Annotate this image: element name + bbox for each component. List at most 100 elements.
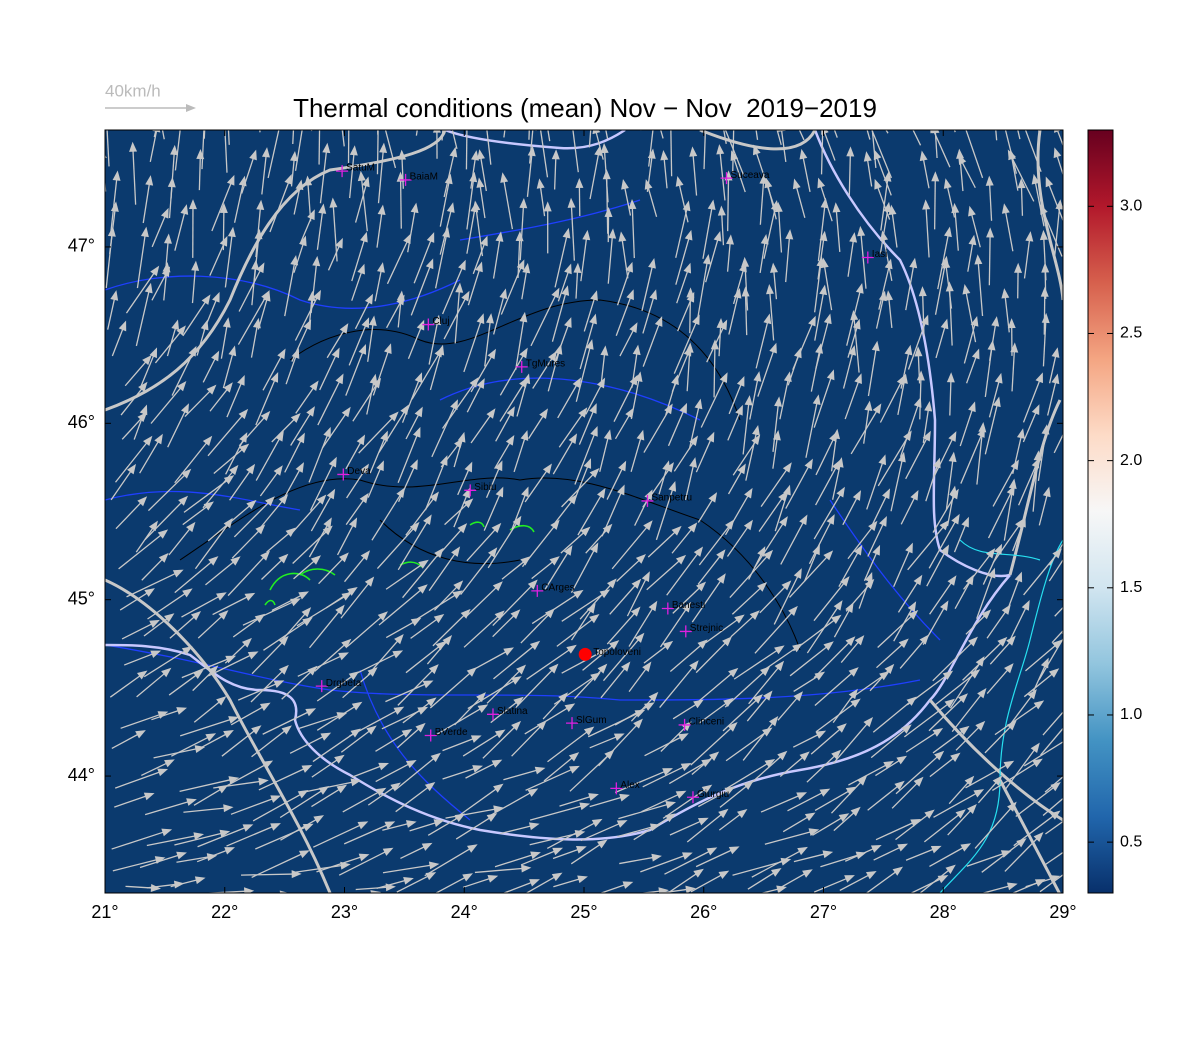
wind-arrow xyxy=(467,679,516,710)
wind-arrow-head xyxy=(741,256,750,268)
wind-arrow xyxy=(599,436,609,472)
wind-arrow xyxy=(628,667,648,693)
wind-arrow xyxy=(1076,239,1077,277)
wind-arrow xyxy=(472,242,486,275)
wind-arrow xyxy=(1011,350,1016,392)
wind-arrow xyxy=(163,269,168,301)
wind-arrow-head xyxy=(150,883,161,892)
wind-arrow-head xyxy=(521,486,529,498)
wind-arrow-head xyxy=(255,524,266,535)
wind-arrow-head xyxy=(1068,810,1078,819)
wind-arrow-head xyxy=(144,588,155,597)
wind-arrow-head xyxy=(852,490,862,501)
wind-arrow xyxy=(237,682,278,701)
wind-arrow xyxy=(367,467,382,498)
wind-arrow xyxy=(262,355,283,391)
wind-arrow-head xyxy=(276,115,284,126)
wind-arrow xyxy=(725,731,767,762)
wind-arrow-head xyxy=(774,660,785,672)
wind-arrow-head xyxy=(987,567,996,579)
wind-arrow xyxy=(722,699,758,732)
wind-arrow-head xyxy=(965,574,974,586)
wind-arrow xyxy=(772,404,779,452)
wind-arrow xyxy=(1038,494,1048,526)
wind-arrow xyxy=(202,357,217,383)
wind-arrow-head xyxy=(341,406,351,418)
wind-arrow-head xyxy=(628,199,637,210)
wind-arrow xyxy=(557,383,578,419)
wind-arrow-head xyxy=(377,204,386,216)
wind-arrow xyxy=(690,873,723,893)
wind-arrow xyxy=(847,526,874,560)
wind-arrow xyxy=(848,764,888,786)
wind-arrow-head xyxy=(660,150,669,161)
wind-arrow-head xyxy=(687,522,698,533)
wind-arrow xyxy=(147,473,187,512)
wind-arrow xyxy=(144,800,190,816)
wind-arrow-head xyxy=(644,489,653,501)
wind-arrow-head xyxy=(511,720,522,731)
wind-arrow xyxy=(463,320,482,373)
wind-arrow xyxy=(748,666,780,705)
wind-arrow-head xyxy=(551,149,560,160)
wind-arrow xyxy=(767,185,777,220)
wind-arrow-head xyxy=(930,130,938,134)
wind-arrow xyxy=(344,556,366,583)
wind-arrow xyxy=(267,130,280,179)
wind-arrow-head xyxy=(359,492,369,504)
city-label: Cluj xyxy=(432,316,449,327)
wind-arrow xyxy=(1056,154,1063,177)
wind-arrow-head xyxy=(922,430,931,442)
wind-arrow-head xyxy=(774,396,783,407)
wind-arrow-head xyxy=(360,231,368,243)
wind-arrow-head xyxy=(819,284,828,296)
wind-arrow-head xyxy=(469,377,479,388)
wind-arrow-head xyxy=(588,793,599,801)
wind-arrow xyxy=(992,524,1021,564)
wind-arrow xyxy=(780,521,805,565)
wind-arrow xyxy=(946,493,955,527)
wind-arrow-head xyxy=(222,317,231,328)
wind-arrow-head xyxy=(433,613,445,624)
wind-arrow-head xyxy=(681,852,693,860)
wind-arrow xyxy=(192,670,214,692)
city-label: Giurgiu xyxy=(697,789,729,800)
wind-arrow xyxy=(200,733,228,749)
wind-arrow xyxy=(757,350,775,397)
wind-arrow-head xyxy=(341,638,352,649)
wind-arrow xyxy=(209,242,225,276)
wind-arrow-head xyxy=(948,431,957,442)
wind-arrow-head xyxy=(208,665,219,676)
wind-arrow xyxy=(271,418,296,443)
wind-arrow xyxy=(182,505,208,526)
wind-arrow-head xyxy=(401,729,413,738)
wind-arrow-head xyxy=(430,752,441,763)
wind-arrow-head xyxy=(844,875,855,883)
wind-arrow xyxy=(308,524,329,558)
wind-arrow xyxy=(860,233,867,289)
wind-arrow xyxy=(1015,786,1055,817)
wind-arrow xyxy=(839,874,870,892)
wind-arrow xyxy=(713,347,716,398)
wind-arrow-head xyxy=(799,751,810,761)
wind-arrow xyxy=(241,873,294,876)
wind-arrow-head xyxy=(167,177,176,188)
wind-arrow xyxy=(666,872,698,893)
wind-arrow-head xyxy=(763,549,774,560)
legend-arrow-label: 40km/h xyxy=(105,81,161,100)
wind-arrow-head xyxy=(505,434,515,446)
wind-arrow-head xyxy=(428,861,440,870)
x-tick-label: 27° xyxy=(810,902,837,922)
wind-arrow-head xyxy=(480,235,488,247)
wind-arrow-head xyxy=(563,545,573,556)
wind-arrow-head xyxy=(815,343,824,354)
wind-arrow-head xyxy=(549,556,560,566)
wind-arrow xyxy=(870,728,906,759)
wind-arrow xyxy=(986,610,1007,639)
wind-arrow xyxy=(830,436,837,472)
wind-arrow-head xyxy=(853,544,863,556)
wind-arrow-head xyxy=(499,288,508,300)
wind-arrow-head xyxy=(331,347,340,359)
wind-arrow xyxy=(922,408,930,443)
wind-arrow-head xyxy=(1031,404,1040,416)
